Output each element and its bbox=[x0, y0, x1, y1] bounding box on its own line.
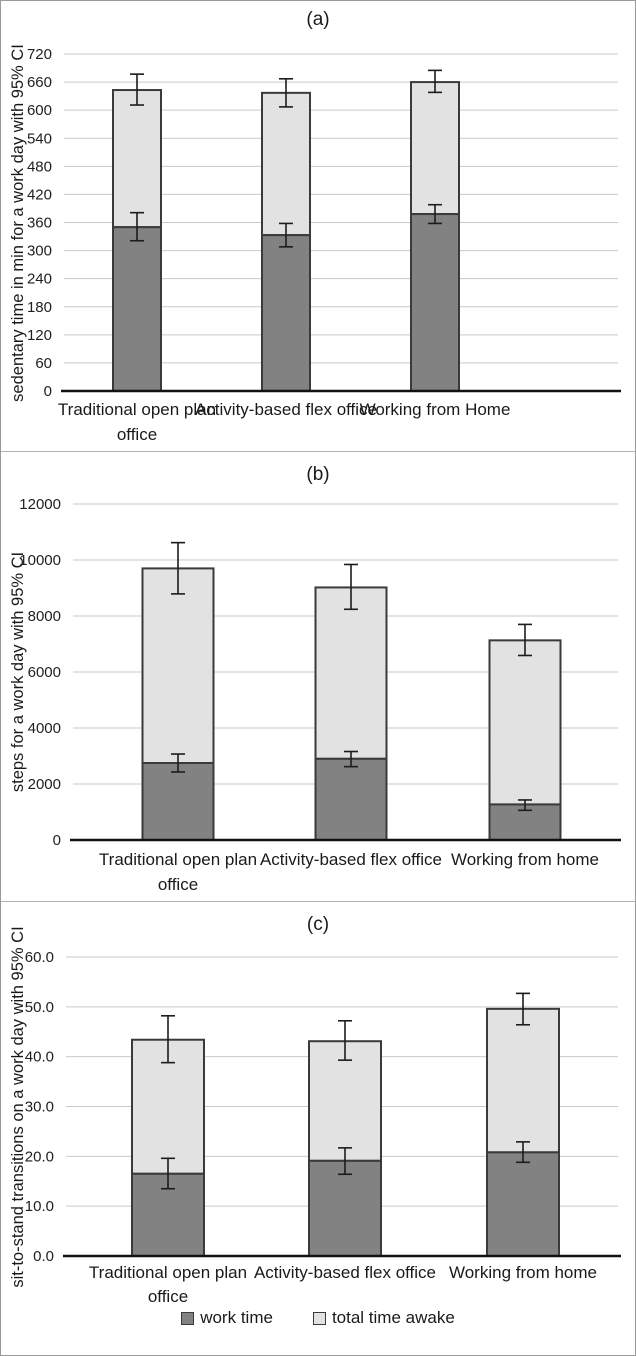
y-tick-label: 180 bbox=[27, 299, 52, 316]
category-label: Activity-based flex office bbox=[253, 1263, 437, 1282]
y-tick-label: 60 bbox=[35, 355, 52, 372]
y-tick-label: 660 bbox=[27, 74, 52, 91]
y-tick-label: 10.0 bbox=[25, 1198, 54, 1215]
panel-a-title: (a) bbox=[306, 9, 330, 30]
bar-segment-total-time-awake bbox=[141, 567, 215, 765]
y-tick-label: 720 bbox=[27, 46, 52, 63]
panel-b: (b) steps for a work day with 95% CI 0 20… bbox=[1, 451, 635, 901]
y-tick-label: 0 bbox=[53, 832, 61, 849]
y-tick-label: 8000 bbox=[28, 608, 61, 625]
panel-b-title: (b) bbox=[306, 464, 330, 485]
category-label: Traditional open plan bbox=[88, 1263, 248, 1282]
work-time-swatch bbox=[181, 1311, 195, 1325]
legend-label-work-time: work time bbox=[200, 1308, 273, 1327]
category-label: Working from home bbox=[450, 850, 599, 869]
category-label: Working from home bbox=[448, 1263, 597, 1282]
panel-a: (a) sedentary time in min for a work day… bbox=[1, 1, 635, 451]
category-label: Activity-based flex office bbox=[194, 400, 378, 419]
y-tick-label: 50.0 bbox=[25, 999, 54, 1016]
y-tick-label: 420 bbox=[27, 186, 52, 203]
panel-b-chart: 0 2000 4000 6000 8000 10000 12000 bbox=[19, 496, 621, 849]
y-tick-label: 12000 bbox=[19, 496, 61, 513]
panel-c: (c) sit-to-stand transitions on a work d… bbox=[1, 901, 635, 1355]
bar-segment-total-time-awake bbox=[410, 81, 460, 216]
panel-c-title: (c) bbox=[306, 914, 330, 935]
bar-segment-work-time bbox=[261, 234, 311, 392]
bar-segment-work-time bbox=[308, 1159, 382, 1257]
category-label: Traditional open plan bbox=[98, 850, 258, 869]
bar-segment-total-time-awake bbox=[488, 639, 562, 806]
legend-item-work-time: work time bbox=[181, 1308, 273, 1328]
legend-item-total-time-awake: total time awake bbox=[312, 1308, 455, 1328]
y-tick-label: 60.0 bbox=[25, 949, 54, 966]
y-tick-label: 360 bbox=[27, 215, 52, 232]
legend: work time total time awake bbox=[1, 1308, 635, 1328]
y-tick-label: 120 bbox=[27, 327, 52, 344]
legend-label-total-time-awake: total time awake bbox=[331, 1308, 455, 1327]
y-tick-label: 480 bbox=[27, 158, 52, 175]
y-tick-label: 0 bbox=[44, 383, 52, 400]
y-tick-label: 30.0 bbox=[25, 1099, 54, 1116]
bar-segment-total-time-awake bbox=[261, 91, 311, 237]
bar-segment-total-time-awake bbox=[314, 586, 388, 760]
y-tick-label: 4000 bbox=[28, 720, 61, 737]
bar-segment-work-time bbox=[410, 213, 460, 392]
panel-c-chart: 0.0 10.0 20.0 30.0 40.0 50.0 60.0 bbox=[25, 949, 621, 1265]
category-label: Activity-based flex office bbox=[259, 850, 443, 869]
y-tick-label: 10000 bbox=[19, 552, 61, 569]
y-tick-label: 20.0 bbox=[25, 1148, 54, 1165]
category-label: Traditional open plan bbox=[57, 400, 217, 419]
bar-segment-total-time-awake bbox=[112, 89, 162, 229]
y-tick-label: 240 bbox=[27, 271, 52, 288]
category-label: office bbox=[147, 1287, 189, 1306]
category-label: office bbox=[157, 875, 199, 894]
y-tick-label: 6000 bbox=[28, 664, 61, 681]
panel-a-chart: 0 60 120 180 240 300 360 420 480 540 600 660 720 bbox=[27, 46, 621, 400]
y-tick-label: 600 bbox=[27, 102, 52, 119]
y-tick-label: 300 bbox=[27, 243, 52, 260]
category-label: office bbox=[116, 425, 158, 444]
category-label: Working from Home bbox=[359, 400, 511, 419]
bar-segment-work-time bbox=[141, 762, 215, 841]
bar-segment-work-time bbox=[314, 757, 388, 841]
y-tick-label: 540 bbox=[27, 130, 52, 147]
y-tick-label: 40.0 bbox=[25, 1049, 54, 1066]
y-tick-label: 0.0 bbox=[33, 1248, 54, 1265]
y-tick-label: 2000 bbox=[28, 776, 61, 793]
bar-segment-work-time bbox=[486, 1151, 560, 1257]
bar-segment-work-time bbox=[112, 226, 162, 392]
total-time-awake-swatch bbox=[312, 1311, 326, 1325]
bar-segment-total-time-awake bbox=[486, 1007, 560, 1154]
